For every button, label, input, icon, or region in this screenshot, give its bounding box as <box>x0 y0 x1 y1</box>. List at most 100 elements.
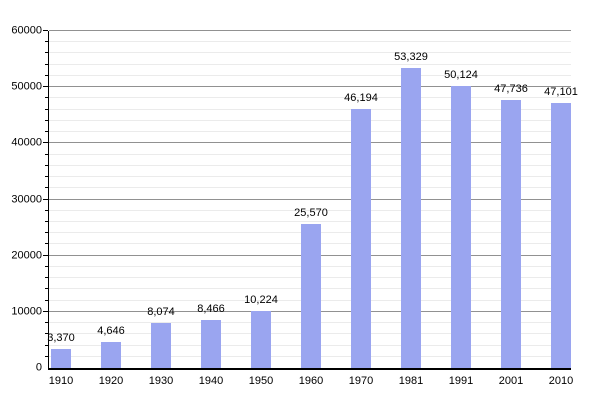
y-axis-tick <box>45 153 48 155</box>
minor-gridline <box>49 153 571 155</box>
y-axis-tick <box>45 209 48 211</box>
y-axis-tick <box>45 97 48 99</box>
minor-gridline <box>49 97 571 99</box>
y-axis-tick <box>45 243 48 245</box>
y-axis-label: 30000 <box>11 193 42 205</box>
bar-value-label: 47,101 <box>544 86 578 99</box>
bar-value-label: 53,329 <box>394 51 428 64</box>
minor-gridline <box>49 52 571 54</box>
bar-1940 <box>201 320 221 368</box>
y-axis-tick <box>45 344 48 346</box>
bar-value-label: 3,370 <box>47 332 75 345</box>
bar-1910 <box>51 349 71 368</box>
bar-1930 <box>151 322 171 368</box>
x-axis-label: 1981 <box>398 375 424 387</box>
minor-gridline <box>49 131 571 133</box>
y-axis-label: 0 <box>35 361 42 374</box>
y-axis-tick <box>45 333 48 335</box>
y-axis-tick <box>43 30 48 31</box>
major-gridline <box>49 30 571 31</box>
bar-value-label: 47,736 <box>494 82 528 95</box>
x-axis-label: 1991 <box>448 375 474 387</box>
bar-slot-1940: 8,466 1940 <box>197 31 225 387</box>
y-axis-tick <box>45 52 48 54</box>
minor-gridline <box>49 63 571 65</box>
y-axis-tick <box>45 220 48 222</box>
x-axis-label: 1970 <box>348 375 374 387</box>
bar-1981 <box>401 68 421 368</box>
bar-value-label: 10,224 <box>244 293 278 306</box>
x-axis-label: 2001 <box>498 375 524 387</box>
bar-value-label: 25,570 <box>294 207 328 220</box>
x-axis-label: 2010 <box>548 375 574 387</box>
major-gridline <box>49 86 571 88</box>
minor-gridline <box>49 209 571 211</box>
bar-slot-1950: 10,224 1950 <box>244 31 278 386</box>
minor-gridline <box>49 108 571 110</box>
y-axis-tick <box>45 63 48 65</box>
y-axis-label: 60000 <box>11 24 42 37</box>
y-axis-tick <box>45 232 48 234</box>
bar-value-label: 8,074 <box>147 305 175 318</box>
y-axis-tick <box>45 288 48 290</box>
y-axis-tick <box>45 119 48 121</box>
x-axis-label: 1910 <box>48 375 74 387</box>
plot-area: 3,370 1910 4,646 1920 8,074 1930 8,466 1940 10,2… <box>43 30 578 387</box>
y-axis-tick <box>45 355 48 357</box>
minor-gridline <box>49 187 571 189</box>
y-axis-label: 10000 <box>11 305 42 318</box>
bar-1970 <box>351 108 371 368</box>
minor-gridline <box>49 74 571 76</box>
bar-slot-2010: 47,101 2010 <box>544 31 578 387</box>
bar-1991 <box>451 86 471 368</box>
x-axis-label: 1930 <box>148 375 174 387</box>
bar-slot-1970: 46,194 1970 <box>344 31 378 386</box>
bar-value-label: 50,124 <box>444 69 478 82</box>
minor-gridline <box>49 41 571 43</box>
y-axis-label: 20000 <box>11 249 42 262</box>
y-axis-tick <box>45 187 48 189</box>
bar-slot-1960: 25,570 1960 <box>294 31 328 387</box>
y-axis-tick <box>45 74 48 76</box>
x-axis-label: 1940 <box>198 375 224 387</box>
bar-slot-1991: 50,124 1991 <box>444 31 478 387</box>
y-axis-labels: 0 10000 20000 30000 40000 50000 60000 <box>0 25 42 373</box>
y-axis-tick <box>45 41 48 43</box>
minor-gridline <box>49 119 571 121</box>
y-axis-tick <box>43 254 48 256</box>
bar-slot-1910: 3,370 1910 <box>47 31 75 387</box>
minor-gridline <box>49 164 571 166</box>
y-axis-tick <box>45 131 48 133</box>
y-axis-tick <box>45 164 48 166</box>
bar-slot-1920: 4,646 1920 <box>97 31 125 386</box>
x-axis-label: 1950 <box>248 375 274 387</box>
y-axis-tick <box>43 86 48 88</box>
bar-1960 <box>301 224 321 368</box>
bar-slot-2001: 47,736 2001 <box>494 31 528 386</box>
y-axis-tick <box>45 322 48 324</box>
y-axis-tick <box>43 142 48 144</box>
y-axis-tick <box>45 277 48 279</box>
major-gridline <box>49 142 571 144</box>
y-axis-label: 50000 <box>11 80 42 93</box>
x-axis-label: 1960 <box>298 375 324 387</box>
bar-2001 <box>501 99 521 368</box>
y-axis-tick <box>45 176 48 178</box>
y-axis-tick <box>45 265 48 267</box>
bar-2010 <box>551 103 571 368</box>
major-gridline <box>49 198 571 200</box>
bar-slot-1981: 53,329 1981 <box>394 31 428 387</box>
bar-series: 3,370 1910 4,646 1920 8,074 1930 8,466 1940 10,2… <box>47 31 578 387</box>
bar-1950 <box>251 310 271 368</box>
y-axis-label: 40000 <box>11 136 42 149</box>
y-axis-tick <box>45 108 48 110</box>
y-axis-tick <box>43 198 48 200</box>
minor-gridline <box>49 220 571 222</box>
bar-value-label: 46,194 <box>344 91 378 104</box>
bar-slot-1930: 8,074 1930 <box>147 31 175 386</box>
minor-gridline <box>49 176 571 178</box>
bar-value-label: 8,466 <box>197 303 225 316</box>
x-axis-label: 1920 <box>98 375 124 387</box>
bar-value-label: 4,646 <box>97 324 125 337</box>
